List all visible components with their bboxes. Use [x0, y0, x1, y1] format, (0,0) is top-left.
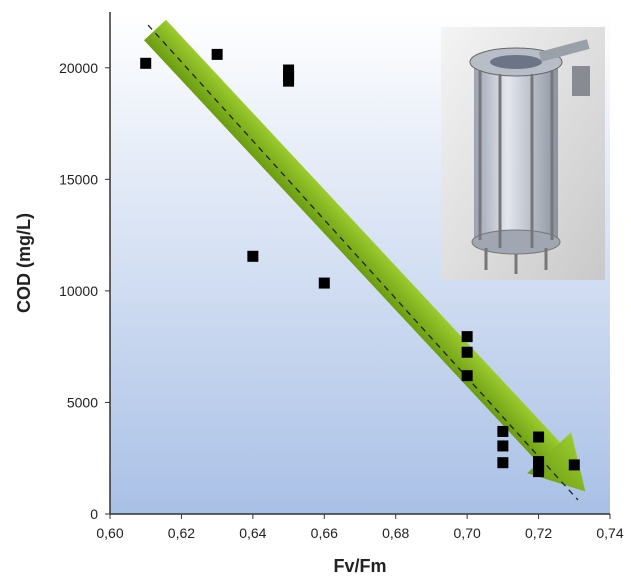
x-tick-label: 0,72	[525, 525, 552, 541]
point	[533, 466, 545, 478]
y-tick-label: 0	[90, 506, 98, 522]
point	[568, 459, 580, 471]
x-axis-title: Fv/Fm	[333, 556, 386, 576]
y-axis-title: COD (mg/L)	[14, 213, 34, 313]
point	[533, 431, 545, 443]
x-tick-label: 0,62	[168, 525, 195, 541]
y-tick-label: 5000	[67, 394, 98, 410]
point	[461, 346, 473, 358]
y-tick-label: 20000	[59, 60, 98, 76]
point	[461, 370, 473, 382]
point	[140, 57, 152, 69]
y-tick-label: 15000	[59, 171, 98, 187]
point	[283, 70, 295, 82]
point	[461, 331, 473, 343]
point	[497, 457, 509, 469]
point	[533, 456, 545, 468]
x-tick-label: 0,66	[311, 525, 338, 541]
point	[497, 425, 509, 437]
trend-line	[147, 24, 579, 501]
point	[497, 440, 509, 452]
point	[283, 75, 295, 87]
y-tick-label: 10000	[59, 283, 98, 299]
point	[247, 250, 259, 262]
x-tick-label: 0,70	[454, 525, 481, 541]
x-tick-label: 0,68	[382, 525, 409, 541]
point	[211, 48, 223, 60]
x-tick-label: 0,60	[96, 525, 123, 541]
point	[318, 277, 330, 289]
reactor-inset	[441, 27, 605, 280]
x-tick-label: 0,74	[596, 525, 623, 541]
point	[283, 64, 295, 76]
x-tick-label: 0,64	[239, 525, 266, 541]
